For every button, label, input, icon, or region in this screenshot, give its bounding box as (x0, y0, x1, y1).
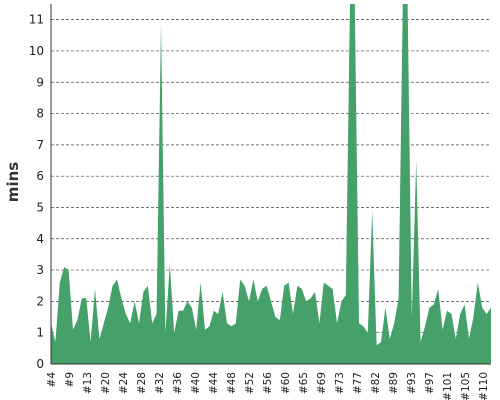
x-tick-label: #77 (352, 372, 364, 394)
x-tick-label: #69 (316, 372, 328, 394)
x-tick-label: #52 (244, 372, 256, 394)
x-tick-label: #56 (262, 372, 274, 394)
x-tick-label: #110 (478, 372, 490, 400)
x-tick-label: #20 (100, 372, 112, 394)
x-tick-label: #24 (118, 372, 130, 394)
x-tick-label: #36 (172, 372, 184, 394)
y-tick-label: 8 (36, 107, 44, 121)
y-tick-label: 1 (36, 326, 44, 340)
y-tick-label: 3 (36, 263, 44, 277)
y-axis: 0 1 2 3 4 5 6 7 8 9 10 11 (29, 13, 44, 371)
y-tick-label: 5 (36, 200, 44, 214)
y-axis-label: mins (4, 162, 22, 202)
x-tick-label: #97 (424, 372, 436, 394)
x-tick-label: #101 (442, 372, 454, 400)
y-tick-label: 4 (36, 232, 44, 246)
x-tick-label: #9 (64, 372, 76, 387)
y-tick-label: 6 (36, 169, 44, 183)
y-tick-label: 10 (29, 44, 44, 58)
y-tick-label: 2 (36, 294, 44, 308)
x-tick-label: #82 (370, 372, 382, 394)
x-tick-label: #40 (190, 372, 202, 394)
y-tick-label: 9 (36, 75, 44, 89)
x-tick-label: #65 (298, 372, 310, 394)
x-tick-label: #44 (208, 372, 220, 394)
x-tick-label: #93 (406, 372, 418, 394)
x-tick-label: #13 (82, 372, 94, 394)
x-tick-label: #32 (154, 372, 166, 394)
x-tick-label: #89 (388, 372, 400, 394)
x-tick-label: #73 (334, 372, 346, 394)
x-tick-label: #28 (136, 372, 148, 394)
x-tick-label: #48 (226, 372, 238, 394)
series-area (51, 4, 491, 364)
y-tick-label: 7 (36, 138, 44, 152)
x-tick-label: #4 (46, 372, 58, 388)
y-tick-label: 11 (29, 13, 44, 27)
x-tick-label: #60 (280, 372, 292, 394)
y-tick-label: 0 (36, 357, 44, 371)
area-series (51, 4, 491, 364)
x-axis: #4 #9 #13 #20 #24 #28 #32 #36 #40 #44 #48 #52 #56 #60… (46, 4, 491, 400)
x-tick-label: #105 (460, 372, 472, 400)
